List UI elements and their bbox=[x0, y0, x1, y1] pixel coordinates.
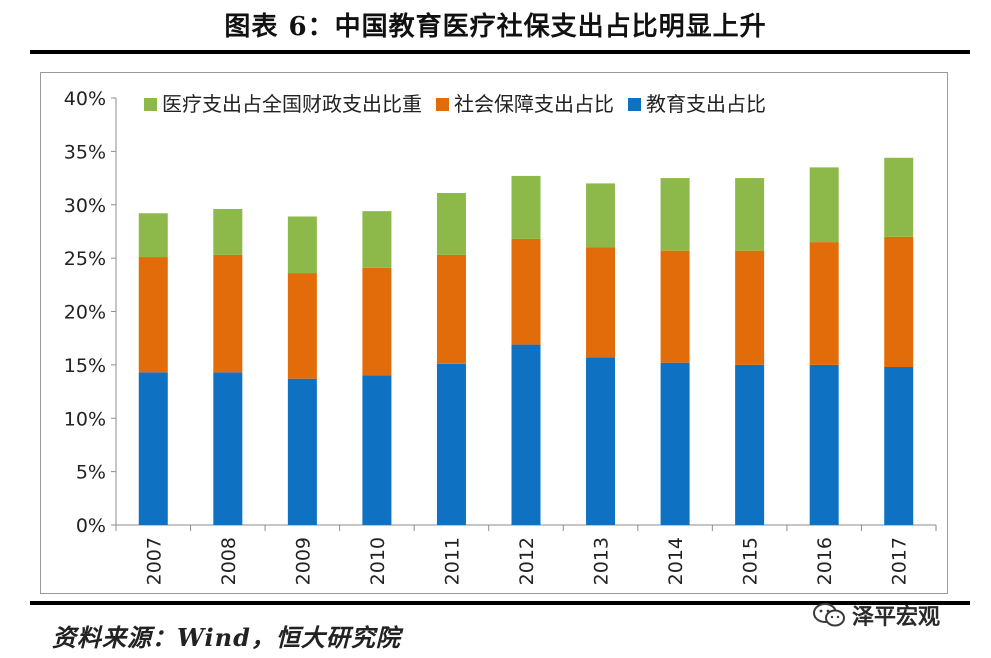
bar-segment bbox=[362, 211, 392, 268]
x-tick-label: 2007 bbox=[143, 537, 165, 585]
bar-segment bbox=[138, 372, 168, 525]
bar-segment bbox=[735, 250, 765, 365]
stacked-bar-chart: 0% 5% 10% 15% 20% 25% 30% 35% 40% 2007 2008 2009 201… bbox=[64, 88, 937, 585]
x-tick-label: 2008 bbox=[218, 537, 240, 585]
bar-segment bbox=[287, 378, 317, 525]
bar-segment bbox=[213, 209, 243, 255]
bar-segment bbox=[138, 257, 168, 373]
bar-segment bbox=[287, 216, 317, 274]
bar-segment bbox=[735, 364, 765, 525]
y-tick-label: 25% bbox=[64, 248, 106, 270]
bar-segment bbox=[213, 254, 243, 373]
bar-segment bbox=[436, 363, 466, 525]
bar-segment bbox=[660, 250, 690, 363]
x-tick-label: 2014 bbox=[665, 537, 687, 585]
bar-segment bbox=[735, 178, 765, 251]
watermark-text: 泽平宏观 bbox=[852, 605, 941, 630]
legend-label: 医疗支出占全国财政支出比重 bbox=[162, 92, 422, 116]
bar-segment bbox=[809, 167, 839, 243]
x-tick-label: 2011 bbox=[441, 537, 463, 585]
x-tick-label: 2013 bbox=[591, 537, 613, 585]
bar-segment bbox=[436, 193, 466, 255]
bar-segment bbox=[213, 372, 243, 525]
x-tick-label: 2012 bbox=[516, 537, 538, 585]
bar-segment bbox=[511, 175, 541, 239]
bar-segment bbox=[436, 254, 466, 364]
bar-segment bbox=[884, 157, 914, 237]
bar-segment bbox=[586, 357, 616, 525]
legend-label: 社会保障支出占比 bbox=[454, 92, 614, 116]
y-tick-label: 30% bbox=[64, 195, 106, 217]
x-tick-label: 2010 bbox=[367, 537, 389, 585]
y-tick-label: 5% bbox=[76, 462, 106, 484]
bar-segment bbox=[586, 247, 616, 358]
bar-segment bbox=[362, 267, 392, 376]
x-tick-label: 2016 bbox=[814, 537, 836, 585]
bar-segment bbox=[884, 367, 914, 525]
bar-segment bbox=[809, 242, 839, 365]
legend-swatch bbox=[144, 98, 157, 111]
title-divider bbox=[30, 50, 970, 54]
y-tick-label: 15% bbox=[64, 355, 106, 377]
legend-swatch bbox=[436, 98, 449, 111]
bar-segment bbox=[362, 375, 392, 525]
x-tick-label: 2015 bbox=[740, 537, 762, 585]
bar-segment bbox=[809, 364, 839, 525]
x-tick-label: 2017 bbox=[889, 537, 911, 585]
legend-label: 教育支出占比 bbox=[646, 92, 766, 116]
x-tick-label: 2009 bbox=[292, 537, 314, 585]
bar-segment bbox=[586, 183, 616, 248]
source-note: 资料来源：Wind，恒大研究院 bbox=[52, 623, 401, 652]
legend-swatch bbox=[628, 98, 641, 111]
bar-segment bbox=[511, 344, 541, 525]
watermark: 泽平宏观 bbox=[812, 600, 940, 630]
y-tick-label: 10% bbox=[64, 408, 106, 430]
bar-segment bbox=[884, 236, 914, 368]
chart-frame: 0% 5% 10% 15% 20% 25% 30% 35% 40% 2007 2008 2009 201… bbox=[40, 72, 948, 594]
y-tick-label: 35% bbox=[64, 141, 106, 163]
source-divider bbox=[30, 601, 970, 605]
chat-bubble-icon bbox=[813, 603, 845, 627]
y-tick-label: 20% bbox=[64, 302, 106, 324]
page-title: 图表 6：中国教育医疗社保支出占比明显上升 bbox=[224, 12, 767, 42]
bar-segment bbox=[660, 178, 690, 251]
bar-segment bbox=[287, 273, 317, 379]
y-tick-label: 0% bbox=[76, 515, 106, 537]
y-tick-label: 40% bbox=[64, 88, 106, 110]
bar-segment bbox=[660, 362, 690, 525]
bar-segment bbox=[511, 238, 541, 345]
bar-segment bbox=[138, 213, 168, 258]
